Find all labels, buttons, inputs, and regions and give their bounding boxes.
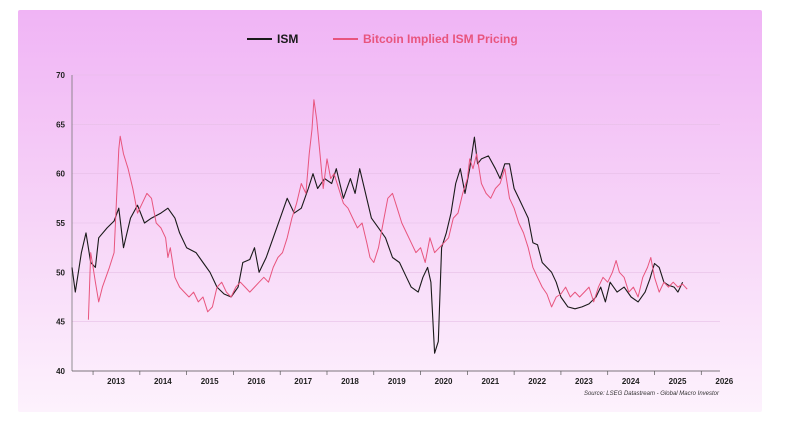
chart-panel xyxy=(18,10,762,412)
x-tick-label: 2014 xyxy=(154,377,172,386)
series-lines xyxy=(71,99,688,354)
series-line-bitcoin-implied-ism xyxy=(87,99,688,320)
x-tick-label: 2021 xyxy=(481,377,499,386)
x-tick-label: 2018 xyxy=(341,377,359,386)
x-axis: 2013 2014 2015 2016 2017 2018 2019 2020 2021 2022… xyxy=(72,370,734,386)
y-tick-label: 60 xyxy=(56,170,65,179)
y-tick-label: 70 xyxy=(56,71,65,80)
legend-label-ism: ISM xyxy=(277,32,298,46)
x-tick-label: 2019 xyxy=(388,377,406,386)
legend-label-bitcoin: Bitcoin Implied ISM Pricing xyxy=(363,32,518,46)
x-tick-label: 2016 xyxy=(248,377,266,386)
y-tick-label: 50 xyxy=(56,268,65,277)
y-axis: 40 45 50 55 60 65 70 xyxy=(56,71,73,376)
y-tick-label: 55 xyxy=(56,219,65,228)
x-tick-label: 2026 xyxy=(715,377,733,386)
legend: ISM Bitcoin Implied ISM Pricing xyxy=(247,32,518,46)
series-line-ism xyxy=(71,136,684,354)
x-tick-label: 2017 xyxy=(294,377,312,386)
y-tick-label: 40 xyxy=(56,367,65,376)
x-tick-label: 2022 xyxy=(528,377,546,386)
x-tick-label: 2015 xyxy=(201,377,219,386)
x-tick-label: 2020 xyxy=(435,377,453,386)
source-note: Source: LSEG Datastream - Global Macro I… xyxy=(584,391,720,397)
y-tick-label: 45 xyxy=(56,318,65,327)
y-tick-label: 65 xyxy=(56,120,65,129)
gridlines xyxy=(72,74,720,372)
x-tick-label: 2013 xyxy=(107,377,125,386)
x-tick-label: 2023 xyxy=(575,377,593,386)
x-tick-label: 2025 xyxy=(669,377,687,386)
x-tick-label: 2024 xyxy=(622,377,640,386)
